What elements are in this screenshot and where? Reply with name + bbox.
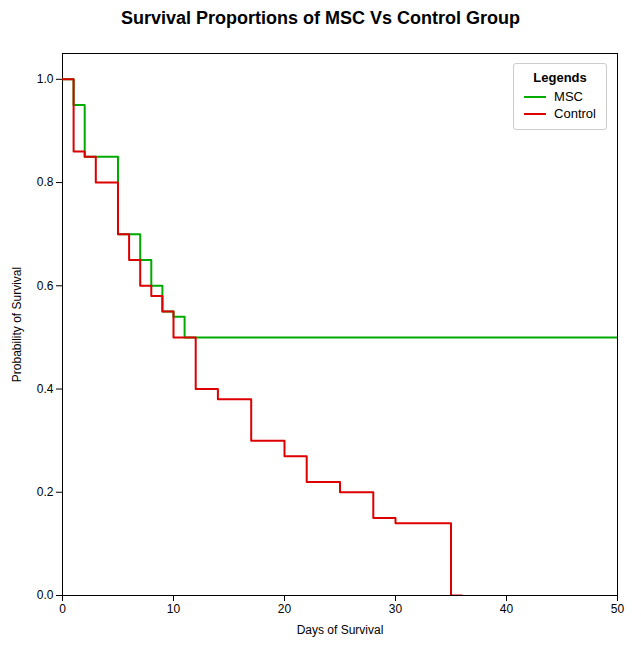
svg-text:0: 0 bbox=[59, 602, 66, 616]
svg-text:20: 20 bbox=[278, 602, 292, 616]
svg-text:0.0: 0.0 bbox=[37, 588, 54, 602]
svg-text:10: 10 bbox=[167, 602, 181, 616]
svg-text:0.2: 0.2 bbox=[37, 485, 54, 499]
svg-text:Probability of Survival: Probability of Survival bbox=[10, 267, 24, 382]
svg-text:40: 40 bbox=[500, 602, 514, 616]
html-text:MSC: MSC bbox=[554, 89, 583, 104]
html-text:Control: Control bbox=[554, 106, 596, 121]
svg-text:0.6: 0.6 bbox=[37, 279, 54, 293]
html-text:Legends: Legends bbox=[533, 70, 587, 85]
svg-text:1.0: 1.0 bbox=[37, 72, 54, 86]
svg-text:Days of Survival: Days of Survival bbox=[297, 623, 384, 637]
svg-text:0.4: 0.4 bbox=[37, 382, 54, 396]
svg-text:30: 30 bbox=[389, 602, 403, 616]
html-text:Survival Proportions of MSC Vs: Survival Proportions of MSC Vs Control G… bbox=[121, 8, 520, 28]
svg-text:0.8: 0.8 bbox=[37, 175, 54, 189]
svg-text:50: 50 bbox=[611, 602, 625, 616]
